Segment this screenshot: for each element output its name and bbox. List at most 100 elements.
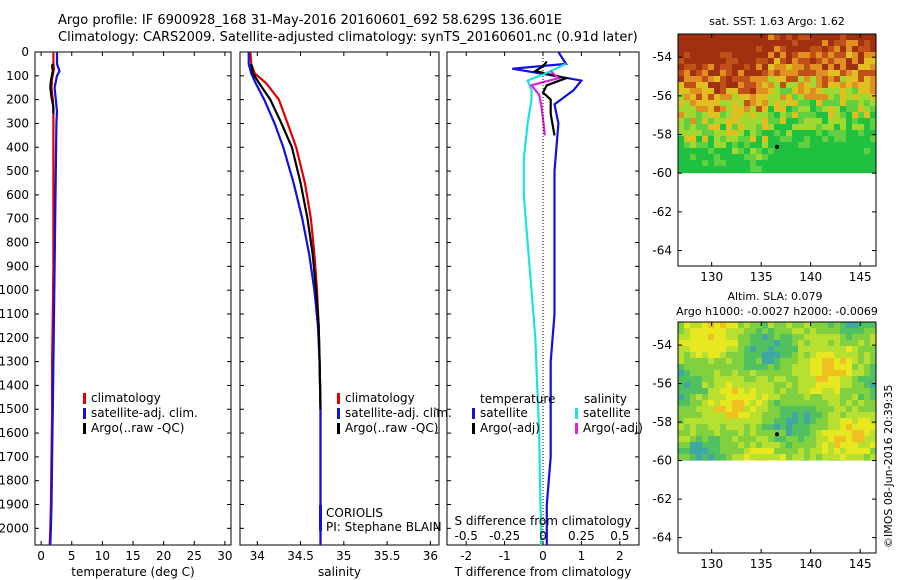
map-y-tick-label: -60 <box>652 454 672 468</box>
legend-label-argo: Argo(..raw -QC) <box>345 421 438 435</box>
y-tick-label: 2000 <box>0 521 29 535</box>
map-subtitle-sla: Argo h1000: -0.0027 h2000: -0.0069 <box>676 305 878 318</box>
x-tick-label: -2 <box>460 549 472 563</box>
y-tick-label: 900 <box>6 259 29 273</box>
annotation-pi: PI: Stephane BLAIN <box>326 520 442 534</box>
y-tick-label: 100 <box>6 69 29 83</box>
x-tick-label: 20 <box>156 549 171 563</box>
legend-header-temperature: temperature <box>480 392 555 406</box>
y-tick-label: 700 <box>6 212 29 226</box>
x-tick-label: 35 <box>336 549 351 563</box>
map-y-tick-label: -54 <box>652 50 672 64</box>
x-axis-label: salinity <box>318 565 361 579</box>
x-tick-label-top: 0.5 <box>610 529 629 543</box>
series-differences-t_satellite <box>512 51 584 545</box>
y-tick-label: 0 <box>21 45 29 59</box>
legend-label-diff-argo-salinity: Argo(-adj) <box>583 421 643 435</box>
legend-header-salinity: salinity <box>584 392 627 406</box>
series-temperature-satellite <box>49 52 61 546</box>
x-tick-label: 36 <box>423 549 438 563</box>
y-tick-label: 1000 <box>0 283 29 297</box>
map-y-tick-label: -56 <box>652 89 672 103</box>
series-temperature-argo <box>49 63 55 114</box>
y-tick-label: 1500 <box>0 402 29 416</box>
x-tick-label: 25 <box>187 549 202 563</box>
y-tick-label: 400 <box>6 140 29 154</box>
map-y-tick-label: -58 <box>652 128 672 142</box>
y-tick-label: 1700 <box>0 450 29 464</box>
map-y-tick-label: -62 <box>652 492 672 506</box>
x-tick-label-top: -0.25 <box>489 529 520 543</box>
x-axis-label: T difference from climatology <box>454 565 632 579</box>
y-tick-label: 1100 <box>0 307 29 321</box>
map-x-tick-label: 130 <box>700 270 723 284</box>
legend-label-argo: Argo(..raw -QC) <box>91 421 184 435</box>
plot-frame-salinity <box>239 51 440 546</box>
map-y-tick-label: -64 <box>652 531 672 545</box>
map-x-tick-label: 135 <box>750 270 773 284</box>
map-y-tick-label: -60 <box>652 166 672 180</box>
legend-label-diff-argo: Argo(-adj) <box>480 421 540 435</box>
legend-swatch-satellite <box>337 408 340 419</box>
legend-swatch-argo <box>337 423 340 434</box>
map-x-tick-label: 130 <box>700 557 723 571</box>
map-y-tick-label: -58 <box>652 415 672 429</box>
x-tick-label: 5 <box>68 549 76 563</box>
map-title-sst: sat. SST: 1.63 Argo: 1.62 <box>709 15 845 28</box>
legend-swatch-satellite <box>83 408 86 419</box>
x-tick-label: 1 <box>578 549 586 563</box>
legend-label-satellite: satellite-adj. clim. <box>91 406 198 420</box>
annotation-marker <box>319 505 322 531</box>
y-tick-label: 200 <box>6 93 29 107</box>
heatmap-cells-sst_map <box>678 34 876 174</box>
legend-swatch-diff-argo-salinity <box>575 423 578 434</box>
map-title-sla: Altim. SLA: 0.079 <box>727 290 822 303</box>
map-x-tick-label: 140 <box>799 270 822 284</box>
x-tick-label-top: 0.25 <box>568 529 595 543</box>
x-tick-label: 0 <box>37 549 45 563</box>
series-salinity-satellite <box>247 52 322 545</box>
x-tick-label: 35.5 <box>374 549 401 563</box>
series-salinity-argo <box>250 63 322 410</box>
x-tick-label: 2 <box>616 549 624 563</box>
legend-swatch-argo <box>83 423 86 434</box>
map-frame-sst_map <box>677 33 877 267</box>
series-differences-t_argo <box>532 60 570 136</box>
y-tick-label: 1200 <box>0 331 29 345</box>
x-tick-label: 0 <box>539 549 547 563</box>
map-x-tick-label: 145 <box>849 557 872 571</box>
y-tick-label: 800 <box>6 236 29 250</box>
legend-swatch-diff-satellite <box>472 408 475 419</box>
legend-swatch-diff-argo <box>472 423 475 434</box>
map-y-tick-label: -54 <box>652 338 672 352</box>
x-tick-label: 10 <box>95 549 110 563</box>
legend-swatch-climatology <box>83 393 86 404</box>
y-tick-label: 1300 <box>0 355 29 369</box>
x-tick-label: -1 <box>499 549 511 563</box>
annotation-data-centre: CORIOLIS <box>326 506 383 520</box>
x-axis-label: temperature (deg C) <box>71 565 194 579</box>
x-tick-label-top: 0 <box>539 529 547 543</box>
chart-title-line1: Argo profile: IF 6900928_168 31-May-2016… <box>58 13 562 28</box>
y-tick-label: 1400 <box>0 378 29 392</box>
x-tick-label: 34.5 <box>287 549 314 563</box>
y-tick-label: 500 <box>6 164 29 178</box>
legend-label-diff-sat-salinity: satellite <box>583 406 631 420</box>
y-tick-label: 1800 <box>0 474 29 488</box>
legend-swatch-climatology <box>337 393 340 404</box>
imos-watermark: ©IMOS 08-Jun-2016 20:39:35 <box>882 384 895 548</box>
map-x-tick-label: 135 <box>750 557 773 571</box>
y-tick-label: 600 <box>6 188 29 202</box>
x-tick-label: 15 <box>125 549 140 563</box>
x-tick-label-top: -0.5 <box>454 529 477 543</box>
map-y-tick-label: -64 <box>652 244 672 258</box>
y-tick-label: 1600 <box>0 426 29 440</box>
map-x-tick-label: 140 <box>799 557 822 571</box>
legend-label-climatology: climatology <box>345 391 415 405</box>
series-salinity-climatology <box>249 51 322 545</box>
legend-label-satellite: satellite-adj. clim. <box>345 406 452 420</box>
argo-position-marker <box>775 432 780 437</box>
x-tick-label: 30 <box>217 549 232 563</box>
map-frame-sla_map <box>677 321 877 554</box>
